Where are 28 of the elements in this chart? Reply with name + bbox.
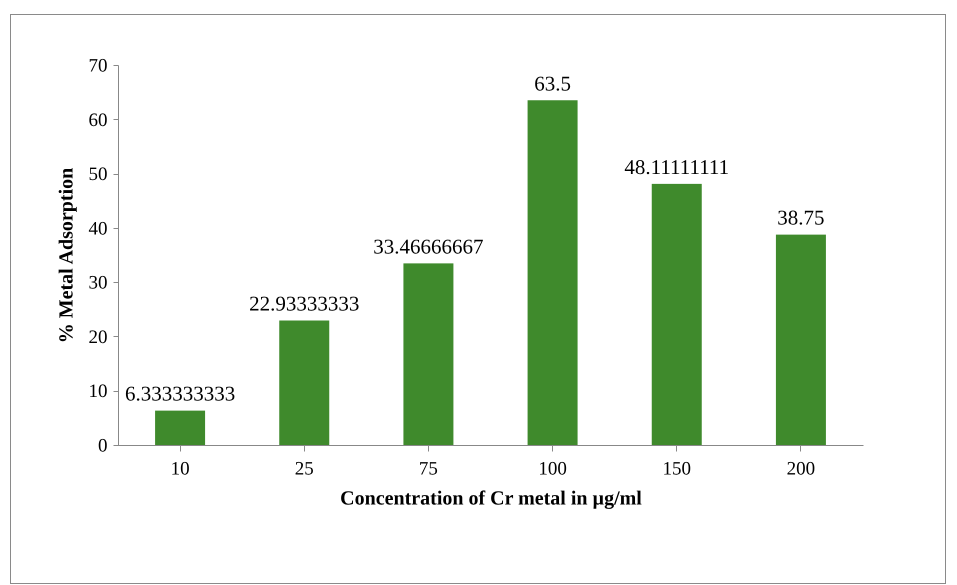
data-label: 33.46666667 (373, 234, 484, 258)
x-tick-label: 10 (170, 458, 190, 480)
x-axis-title: Concentration of Cr metal in µg/ml (340, 488, 642, 510)
x-tick-label: 200 (786, 458, 816, 480)
data-label: 63.5 (534, 71, 571, 96)
bar (403, 263, 454, 445)
data-label: 6.333333333 (124, 382, 236, 406)
x-tick-label: 25 (294, 458, 314, 480)
y-tick-label: 40 (88, 218, 108, 240)
y-axis-title: % Metal Adsorption (56, 168, 78, 344)
data-label: 38.75 (777, 206, 825, 230)
y-tick-label: 30 (88, 272, 108, 294)
y-tick-label: 20 (88, 326, 108, 348)
y-tick-label: 0 (98, 436, 108, 456)
bar (528, 100, 578, 445)
y-tick-label: 60 (88, 110, 108, 131)
bar (652, 184, 702, 445)
x-tick-label: 150 (662, 458, 691, 480)
bar (279, 320, 330, 445)
y-tick-label: 10 (88, 381, 108, 402)
data-label: 48.11111111 (624, 154, 730, 179)
bar (776, 234, 826, 445)
x-tick-label: 75 (418, 458, 438, 480)
bar (155, 410, 206, 445)
data-label: 22.93333333 (249, 292, 360, 316)
y-tick-label: 70 (88, 56, 108, 76)
y-tick-label: 50 (88, 164, 108, 186)
x-tick-label: 100 (538, 458, 567, 480)
